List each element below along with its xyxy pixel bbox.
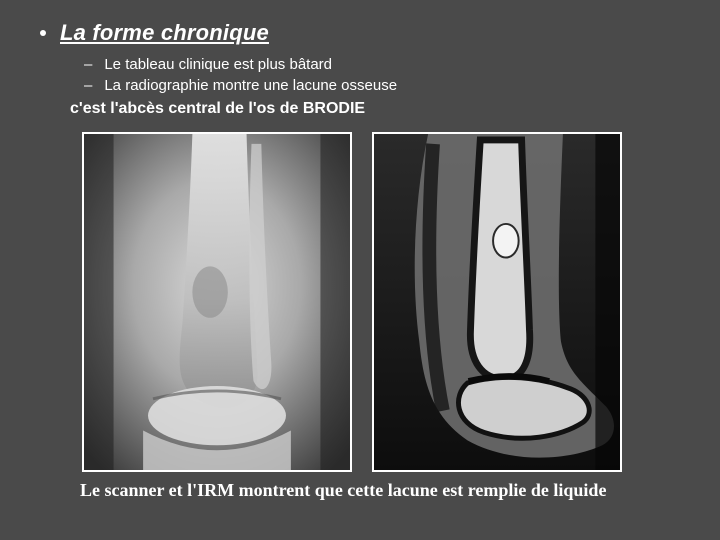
sub-bullet-item: – Le tableau clinique est plus bâtard <box>84 56 690 73</box>
slide: La forme chronique – Le tableau clinique… <box>0 0 720 540</box>
image-row <box>82 132 690 472</box>
title-bullet-row: La forme chronique <box>40 20 690 46</box>
dash-icon: – <box>84 57 92 72</box>
sub-bullet-text: Le tableau clinique est plus bâtard <box>104 56 332 73</box>
bottom-caption: Le scanner et l'IRM montrent que cette l… <box>80 480 690 501</box>
slide-title: La forme chronique <box>60 20 269 46</box>
mri-image <box>372 132 622 472</box>
radiograph-image <box>82 132 352 472</box>
sub-bullet-list: – Le tableau clinique est plus bâtard – … <box>84 56 690 94</box>
bullet-dot-icon <box>40 30 46 36</box>
sub-bullet-item: – La radiographie montre une lacune osse… <box>84 77 690 94</box>
emphasis-line: c'est l'abcès central de l'os de BRODIE <box>70 100 690 118</box>
sub-bullet-text: La radiographie montre une lacune osseus… <box>104 77 397 94</box>
dash-icon: – <box>84 78 92 93</box>
